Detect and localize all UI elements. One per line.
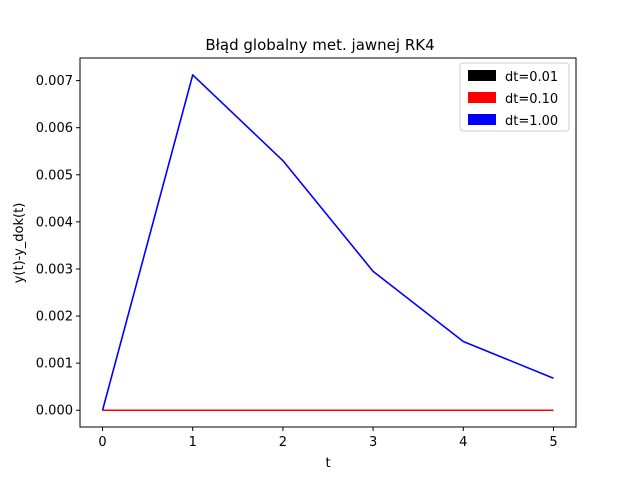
plot-area	[79, 57, 577, 428]
y-tick-label: 0.005	[36, 168, 73, 183]
legend-swatch	[468, 92, 496, 103]
x-tick-label: 5	[549, 435, 557, 450]
y-tick-label: 0.004	[36, 215, 73, 230]
series-line-2	[101, 74, 554, 411]
y-tick-label: 0.006	[36, 121, 73, 136]
legend-swatch	[468, 114, 496, 125]
x-axis-label: t	[325, 456, 330, 471]
x-tick-label: 4	[459, 435, 467, 450]
x-tick-label: 3	[369, 435, 377, 450]
legend-label: dt=1.00	[505, 114, 558, 129]
series-lines	[101, 74, 554, 412]
y-tick-label: 0.000	[36, 404, 73, 419]
y-axis-label: y(t)-y_dok(t)	[12, 203, 27, 284]
y-tick-label: 0.007	[36, 74, 73, 89]
x-tick-label: 0	[98, 435, 106, 450]
y-axis: 0.000 0.001 0.002 0.003 0.004 0.005 0.006 0.007	[36, 74, 80, 419]
x-axis: 0 1 2 3 4 5	[98, 427, 558, 450]
legend-label: dt=0.10	[505, 92, 558, 107]
y-tick-label: 0.002	[36, 310, 73, 325]
legend-label: dt=0.01	[505, 70, 558, 85]
x-tick-label: 2	[279, 435, 287, 450]
y-tick-label: 0.001	[36, 357, 73, 372]
y-tick-label: 0.003	[36, 262, 73, 277]
legend: dt=0.01 dt=0.10 dt=1.00	[459, 62, 570, 132]
chart-title: Błąd globalny met. jawnej RK4	[205, 36, 434, 54]
legend-swatch	[468, 70, 496, 81]
axes-frame	[79, 57, 577, 428]
x-tick-label: 1	[189, 435, 197, 450]
